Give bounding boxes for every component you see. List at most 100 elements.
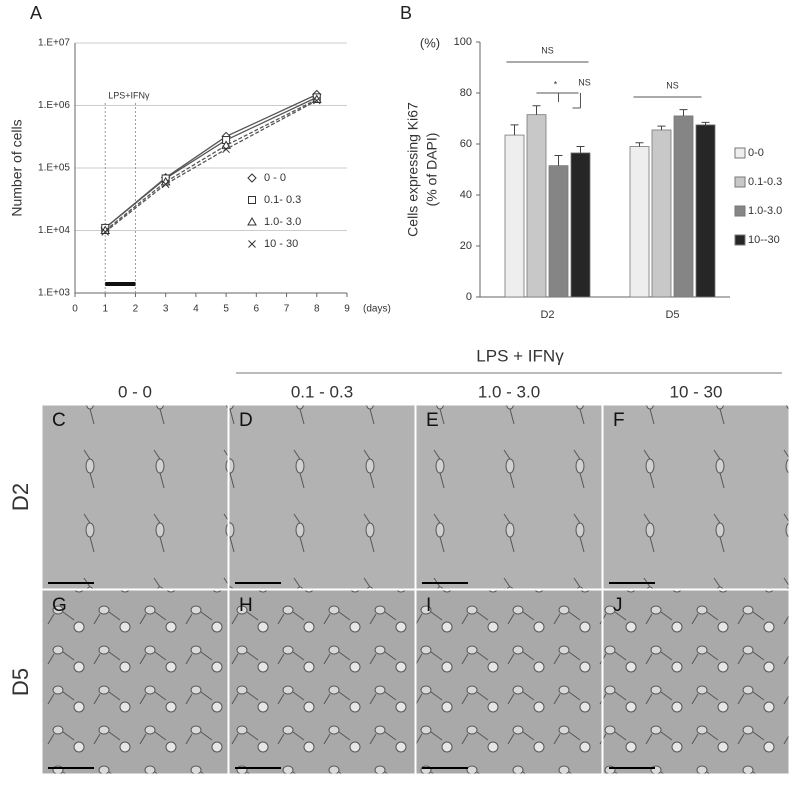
panel-letter: G — [52, 595, 67, 616]
micrograph — [602, 404, 790, 590]
bar — [651, 129, 672, 298]
legend-swatch — [734, 147, 746, 159]
significance-bracket — [536, 92, 579, 102]
error-bar — [576, 146, 585, 153]
legend-swatch — [734, 205, 746, 217]
significance-bracket — [572, 93, 581, 109]
error-bar — [635, 142, 644, 147]
bar — [548, 165, 569, 298]
x-tick-label: 1 — [102, 304, 108, 315]
legend-label: 10--30 — [748, 234, 780, 246]
y-tick-label: 100 — [454, 36, 472, 48]
panel-letter: F — [613, 410, 625, 431]
annotation: * — [554, 79, 558, 89]
bar — [673, 115, 694, 298]
x-tick-label: D5 — [665, 309, 679, 321]
y-tick-label: 40 — [460, 189, 472, 201]
group-header: LPS + IFNγ — [476, 346, 564, 365]
y-tick-label: 1.E+05 — [38, 163, 70, 174]
bar — [526, 114, 547, 298]
y-tick-label: 80 — [460, 87, 472, 99]
y-tick-label: 1.E+04 — [38, 225, 70, 236]
panel-letter: E — [426, 410, 439, 431]
y-axis-label: Cells expressing Ki67 — [405, 102, 421, 237]
row-label: D5 — [8, 668, 33, 696]
y-tick-label: 1.E+07 — [38, 38, 70, 49]
error-bar — [554, 154, 563, 166]
panel-letter: J — [613, 595, 623, 616]
micrograph — [228, 589, 416, 775]
y-axis-label: Number of cells — [9, 119, 25, 216]
annotation: NS — [541, 45, 554, 55]
series-line — [104, 93, 318, 229]
marker — [101, 228, 110, 236]
y-tick-label: 60 — [460, 138, 472, 150]
marker — [222, 145, 230, 154]
micrograph — [415, 404, 603, 590]
row-label: D2 — [8, 483, 33, 511]
y-tick-label: 1.E+06 — [38, 100, 70, 111]
series-line — [104, 98, 318, 232]
legend-label: 0-0 — [748, 147, 764, 159]
column-label: 0 - 0 — [118, 382, 152, 401]
panel-letter: D — [239, 410, 253, 431]
x-axis-label: (days) — [363, 304, 391, 315]
legend-label: 1.0-3.0 — [748, 205, 782, 217]
micrograph — [602, 589, 790, 775]
column-label: 0.1 - 0.3 — [291, 382, 353, 401]
panel-letter: H — [239, 595, 253, 616]
series-line — [104, 96, 318, 229]
panel-letter: I — [426, 595, 431, 616]
x-tick-label: 4 — [193, 304, 199, 315]
panel-label: A — [30, 3, 42, 23]
legend-label: 0.1-0.3 — [748, 176, 782, 188]
bar — [629, 146, 650, 298]
x-tick-label: 6 — [254, 304, 260, 315]
x-tick-label: 2 — [133, 304, 139, 315]
column-label: 1.0 - 3.0 — [478, 382, 540, 401]
x-tick-label: 0 — [72, 304, 78, 315]
x-tick-label: 3 — [163, 304, 169, 315]
micrograph — [415, 589, 603, 775]
legend-label: 10 - 30 — [264, 238, 298, 250]
micrograph — [228, 404, 416, 590]
bar — [695, 124, 716, 298]
marker — [312, 96, 321, 105]
column-label: 10 - 30 — [670, 382, 723, 401]
x-tick-label: 7 — [284, 304, 290, 315]
marker — [247, 173, 257, 183]
y-tick-label: 1.E+03 — [38, 288, 70, 299]
panel-letter: C — [52, 410, 66, 431]
series-line — [104, 99, 318, 233]
marker — [248, 240, 256, 248]
micrograph-grid: LPS + IFNγ 0 - 0 0.1 - 0.3 1.0 - 3.0 10 - 30… — [8, 346, 790, 775]
annotation: NS — [666, 80, 679, 90]
legend-swatch — [734, 234, 746, 246]
legend-label: 1.0- 3.0 — [264, 216, 301, 228]
annotation: NS — [578, 77, 591, 87]
error-bar — [532, 105, 541, 115]
x-tick-label: 5 — [223, 304, 229, 315]
marker — [247, 216, 257, 226]
error-bar — [657, 125, 666, 130]
x-tick-label: 9 — [344, 304, 350, 315]
y-tick-label: 0 — [466, 291, 472, 303]
legend-swatch — [734, 176, 746, 188]
error-bar — [679, 109, 688, 116]
x-tick-label: D2 — [540, 309, 554, 321]
marker — [248, 196, 256, 204]
micrograph — [41, 589, 229, 775]
annotation: LPS+IFNγ — [108, 90, 150, 100]
bar — [504, 134, 525, 298]
x-tick-label: 8 — [314, 304, 320, 315]
legend-label: 0 - 0 — [264, 172, 286, 184]
y-axis-label: (% of DAPI) — [424, 133, 440, 207]
bar — [570, 152, 591, 298]
legend-label: 0.1- 0.3 — [264, 194, 301, 206]
error-bar — [701, 121, 710, 125]
panel-label: B — [400, 3, 412, 23]
micrograph — [41, 404, 229, 590]
y-tick-label: 20 — [460, 240, 472, 252]
error-bar — [510, 124, 519, 136]
